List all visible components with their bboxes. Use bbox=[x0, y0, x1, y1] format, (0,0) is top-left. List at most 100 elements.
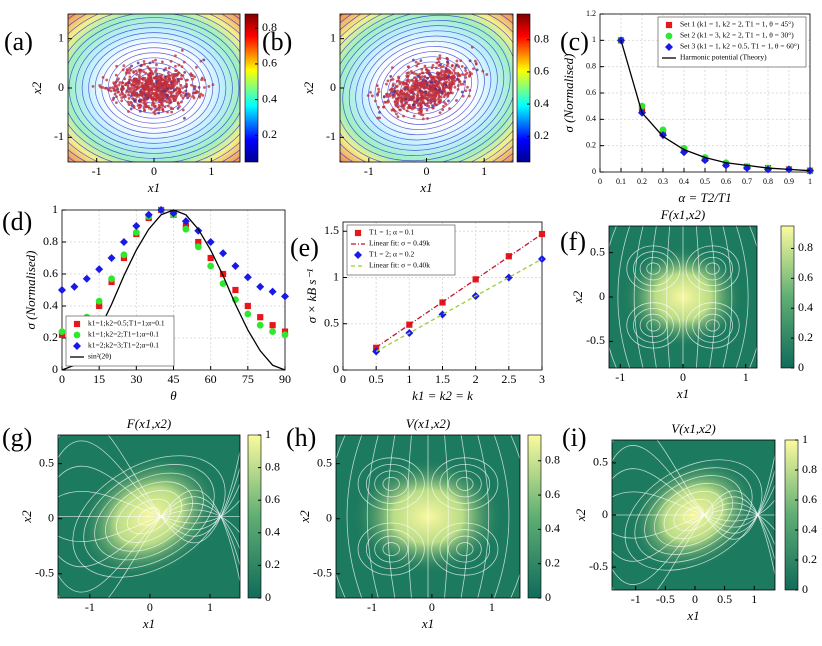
legend-box bbox=[657, 16, 807, 68]
sample-point bbox=[402, 114, 405, 118]
sample-point bbox=[427, 90, 431, 94]
line bbox=[620, 40, 811, 172]
sample-point bbox=[453, 71, 457, 75]
line bbox=[375, 258, 543, 353]
streamline bbox=[633, 251, 674, 287]
y-tick-label: -0.5 bbox=[586, 333, 605, 347]
sample-point bbox=[441, 65, 445, 68]
x-tick-label: 0 bbox=[598, 177, 602, 186]
streamline bbox=[644, 475, 743, 555]
y-axis-label: x2 bbox=[29, 81, 44, 95]
sample-point bbox=[167, 104, 170, 108]
sample-point bbox=[170, 110, 174, 114]
streamline bbox=[653, 483, 734, 547]
x-tick-label: 2.5 bbox=[501, 372, 516, 386]
sample-point bbox=[450, 83, 454, 87]
colorbar-tick-label: 0.4 bbox=[262, 91, 277, 105]
sample-point bbox=[183, 71, 187, 74]
sample-point bbox=[443, 90, 447, 93]
legend-label: Linear fit: σ = 0.49k bbox=[369, 239, 430, 248]
marker bbox=[82, 274, 91, 283]
colorbar-tick-label: 0.8 bbox=[262, 20, 277, 34]
sample-point bbox=[395, 112, 398, 116]
x-axis-label: x1 bbox=[421, 616, 434, 631]
marker bbox=[108, 275, 115, 283]
sample-point bbox=[443, 93, 447, 97]
sample-point bbox=[447, 78, 451, 82]
sample-point bbox=[460, 90, 464, 94]
sample-point bbox=[472, 67, 475, 71]
colorbar-tick-label: 0.4 bbox=[802, 522, 817, 536]
sample-point bbox=[375, 84, 379, 87]
sample-point bbox=[412, 114, 416, 118]
legend-marker bbox=[73, 331, 81, 339]
marker bbox=[268, 287, 277, 296]
y-tick-label: 0.8 bbox=[586, 61, 596, 70]
plot-frame bbox=[57, 434, 241, 599]
sample-point bbox=[150, 91, 154, 95]
y-tick-label: 0 bbox=[58, 80, 64, 94]
x-tick-label: -1 bbox=[631, 592, 641, 606]
sample-point bbox=[416, 94, 420, 97]
plot-frame bbox=[611, 439, 776, 591]
streamline bbox=[633, 307, 674, 343]
streamline bbox=[456, 476, 474, 491]
marker bbox=[107, 253, 116, 263]
sample-point bbox=[145, 91, 149, 95]
marker bbox=[132, 221, 141, 231]
sample-point bbox=[192, 85, 196, 88]
streamline bbox=[58, 440, 240, 537]
sample-point bbox=[412, 103, 416, 106]
x-tick-label: 0.6 bbox=[721, 177, 731, 186]
sample-point bbox=[409, 69, 413, 73]
y-tick-label: 0 bbox=[592, 167, 596, 176]
streamline bbox=[58, 503, 240, 568]
sample-point bbox=[419, 59, 423, 63]
sample-point bbox=[435, 61, 439, 65]
sample-point bbox=[446, 92, 450, 96]
sample-point bbox=[449, 91, 453, 94]
sample-point bbox=[475, 68, 479, 72]
sample-point bbox=[115, 79, 119, 82]
sample-point bbox=[180, 100, 183, 104]
sample-point bbox=[121, 85, 124, 89]
sample-point bbox=[111, 86, 115, 90]
sample-point bbox=[437, 94, 441, 97]
sample-point bbox=[166, 110, 169, 114]
sample-point bbox=[116, 87, 120, 91]
sample-point bbox=[438, 111, 442, 115]
sample-point bbox=[434, 66, 438, 70]
sample-point bbox=[129, 88, 132, 92]
sample-point bbox=[135, 86, 139, 90]
sample-point bbox=[463, 80, 466, 84]
streamline bbox=[460, 435, 469, 598]
y-tick-label: 1 bbox=[52, 202, 58, 216]
contour-line bbox=[361, 35, 492, 141]
streamline bbox=[650, 226, 657, 368]
sample-point bbox=[139, 64, 143, 68]
x-tick-label: 1 bbox=[808, 177, 812, 186]
sample-point bbox=[402, 82, 405, 86]
sample-point bbox=[101, 86, 105, 89]
legend-marker bbox=[665, 21, 673, 29]
sample-point bbox=[385, 95, 389, 98]
y-axis-label: σ (Normalised) bbox=[561, 54, 576, 133]
y-tick-label: 1.2 bbox=[586, 9, 596, 18]
sample-point bbox=[127, 103, 131, 106]
sample-point bbox=[393, 109, 397, 113]
sample-point bbox=[190, 83, 193, 87]
sample-point bbox=[135, 72, 139, 76]
sample-point bbox=[409, 86, 413, 90]
sample-point bbox=[142, 70, 146, 74]
sample-point bbox=[429, 80, 433, 84]
x-tick-label: 0.7 bbox=[742, 177, 752, 186]
sample-point bbox=[127, 93, 130, 97]
sample-point bbox=[105, 78, 109, 82]
sample-point bbox=[400, 104, 404, 108]
y-axis-label: x2 bbox=[570, 290, 585, 304]
sample-point bbox=[135, 95, 139, 99]
sample-point bbox=[127, 81, 131, 84]
sample-point bbox=[457, 73, 461, 76]
sample-point bbox=[134, 69, 138, 73]
x-tick-label: -0.5 bbox=[656, 592, 675, 606]
